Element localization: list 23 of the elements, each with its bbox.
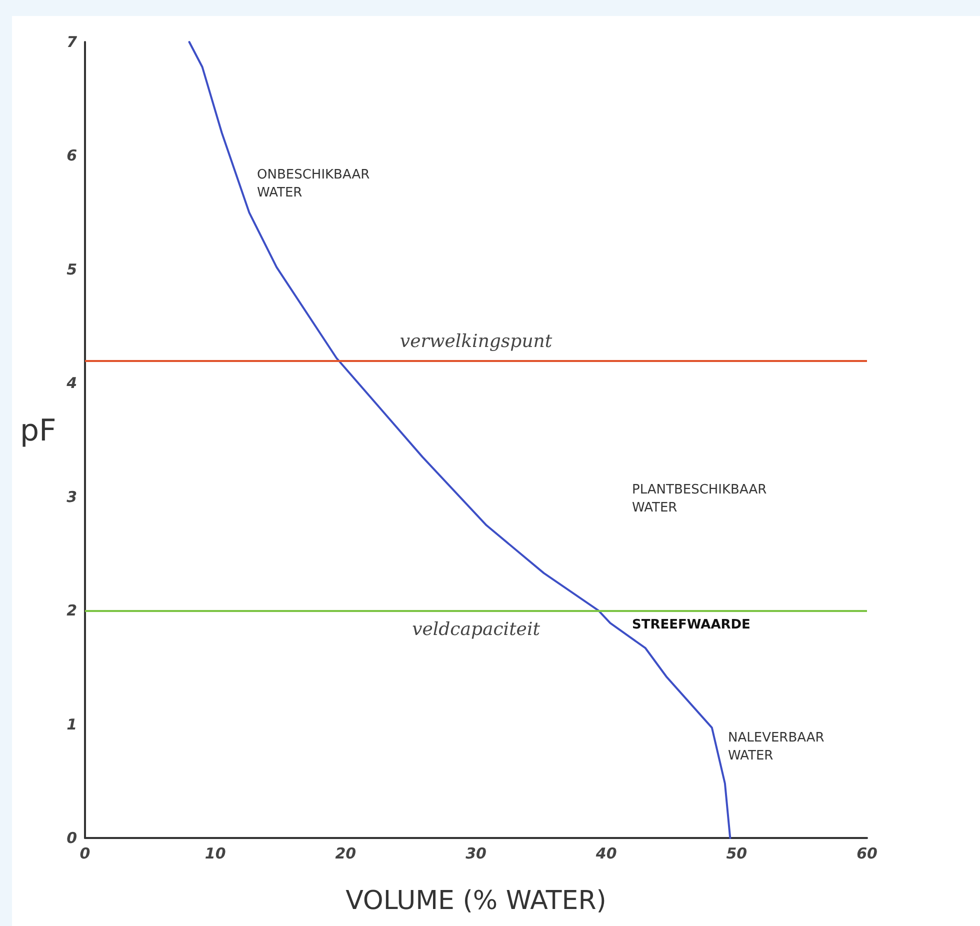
x-tick-label: 10 <box>204 844 226 862</box>
y-axis-title: pF <box>20 414 56 448</box>
y-tick-label: 5 <box>66 260 77 278</box>
y-tick-label: 1 <box>66 715 77 734</box>
y-tick-label: 6 <box>66 146 77 165</box>
x-axis-title: VOLUME (% WATER) <box>346 886 606 916</box>
x-tick-label: 0 <box>80 844 90 862</box>
x-tick-label: 20 <box>335 844 356 862</box>
ref-line-label: verwelkingspunt <box>400 330 553 352</box>
y-tick-label: 7 <box>66 33 78 51</box>
annotation: NALEVERBAAR WATER <box>728 730 824 764</box>
x-tick-label: 40 <box>594 844 617 862</box>
x-tick-label: 60 <box>856 844 878 862</box>
y-tick-label: 3 <box>66 488 77 506</box>
y-tick-label: 0 <box>66 829 77 847</box>
annotation: STREEFWAARDE <box>632 618 750 632</box>
x-tick-label: 30 <box>466 844 486 862</box>
ref-line-label: veldcapaciteit <box>412 619 541 640</box>
annotation: PLANTBESCHIKBAAR WATER <box>632 482 767 516</box>
y-tick-label: 4 <box>66 374 77 392</box>
annotation: ONBESCHIKBAAR WATER <box>257 168 370 200</box>
y-tick-label: 2 <box>66 602 77 620</box>
x-tick-label: 50 <box>726 844 748 862</box>
